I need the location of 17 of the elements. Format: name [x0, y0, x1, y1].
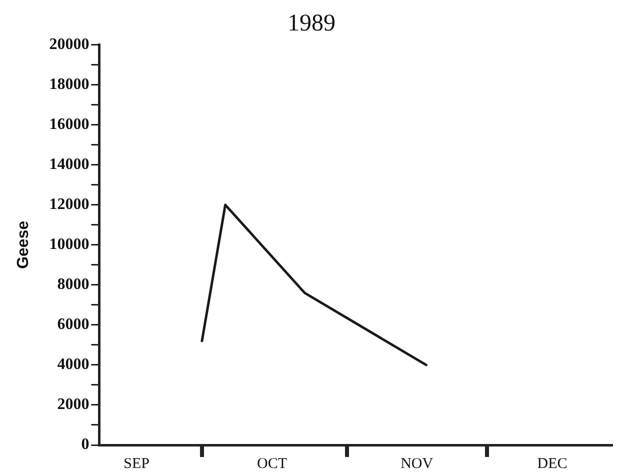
- x-tick-label: NOV: [400, 456, 434, 472]
- y-tick-label: 0: [81, 436, 90, 454]
- y-tick-label: 14000: [49, 156, 90, 173]
- y-tick-label: 20000: [49, 36, 90, 53]
- y-tick-label: 4000: [57, 356, 90, 374]
- x-tick-label: OCT: [257, 456, 288, 472]
- y-tick-label: 2000: [57, 396, 90, 414]
- y-tick-label: 18000: [49, 76, 90, 93]
- y-tick-label: 6000: [57, 316, 90, 334]
- y-tick-label: 8000: [57, 276, 90, 294]
- y-tick-label: 16000: [49, 116, 90, 133]
- y-axis-title: Geese: [15, 220, 32, 269]
- chart-title: 1989: [288, 10, 336, 37]
- x-tick-label: DEC: [537, 456, 568, 472]
- x-tick-label: SEP: [124, 456, 150, 472]
- y-tick-label: 12000: [49, 196, 90, 214]
- y-tick-label: 10000: [49, 236, 90, 254]
